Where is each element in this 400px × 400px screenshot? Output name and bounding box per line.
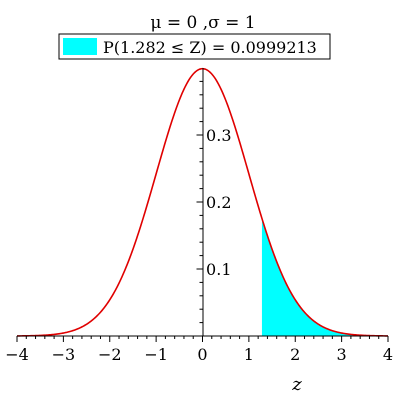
y-tick-labels: 0.1 0.2 0.3: [206, 126, 231, 279]
y-tick-label: 0.1: [206, 260, 231, 279]
y-tick-label: 0.2: [206, 193, 231, 212]
x-tick-label: −2: [98, 345, 122, 364]
x-tick-label: 4: [383, 345, 393, 364]
x-tick-label: 0: [197, 345, 207, 364]
x-tick-label: −1: [144, 345, 168, 364]
chart-title: μ = 0 ,σ = 1: [150, 13, 255, 33]
legend-label: P(1.282 ≤ Z) = 0.0999213: [103, 38, 317, 57]
x-tick-label: 2: [290, 345, 300, 364]
y-tick-label: 0.3: [206, 126, 231, 145]
shaded-tail-area: [261, 218, 388, 336]
legend-box: [58, 33, 331, 60]
x-axis-label: z: [291, 374, 302, 395]
legend-swatch: [63, 38, 97, 55]
x-tick-labels: −4 −3 −2 −1 0 1 2 3 4: [5, 345, 393, 364]
x-tick-label: 1: [244, 345, 254, 364]
x-tick-label: −4: [5, 345, 29, 364]
x-tick-label: 3: [337, 345, 347, 364]
x-tick-label: −3: [52, 345, 76, 364]
legend: P(1.282 ≤ Z) = 0.0999213: [58, 33, 331, 60]
axis-ticks: [16, 80, 389, 342]
